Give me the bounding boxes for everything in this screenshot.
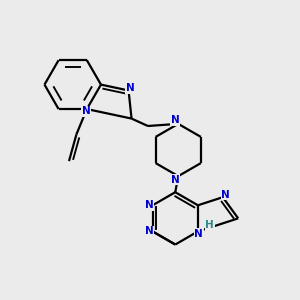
Text: N: N: [221, 190, 230, 200]
Text: N: N: [171, 175, 180, 185]
Text: N: N: [194, 229, 203, 239]
Text: N: N: [171, 115, 180, 125]
Text: N: N: [145, 200, 153, 210]
Text: H: H: [206, 220, 214, 230]
Text: N: N: [145, 226, 153, 236]
Text: N: N: [82, 106, 90, 116]
Text: N: N: [126, 83, 134, 93]
